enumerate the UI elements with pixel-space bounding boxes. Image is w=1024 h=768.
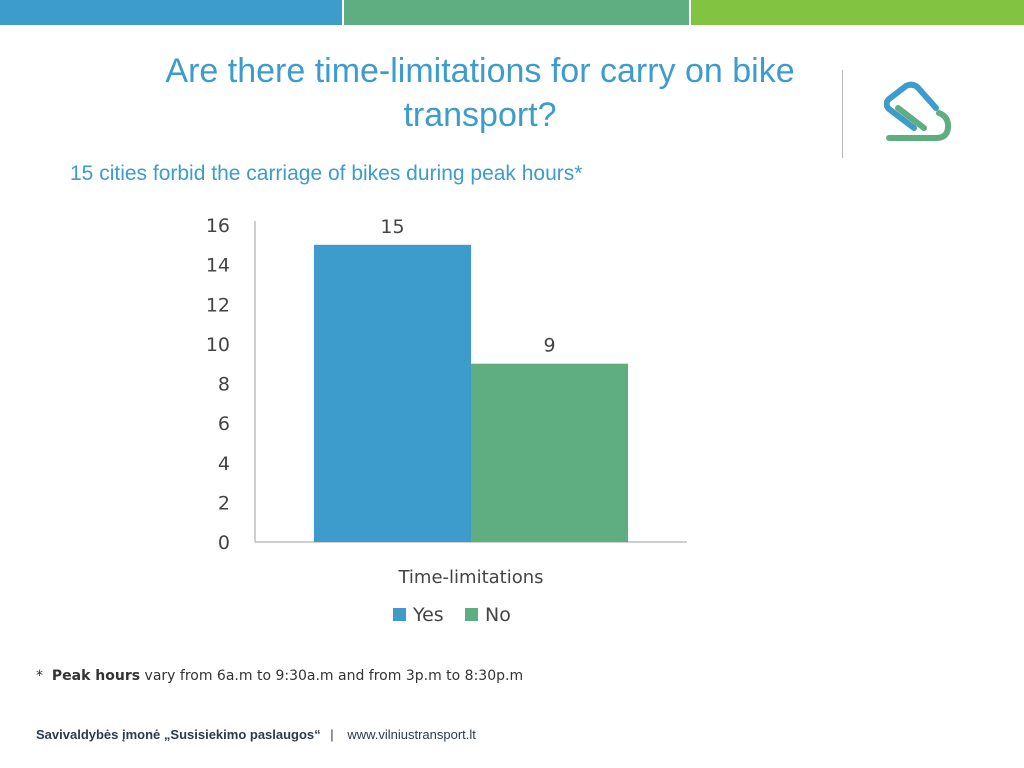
bar-no	[471, 363, 628, 542]
top-band-lime	[691, 0, 1024, 25]
legend-swatch-yes	[393, 608, 406, 621]
y-tick-label: 4	[218, 453, 230, 475]
header-divider	[842, 70, 843, 158]
y-tick-label: 2	[218, 492, 230, 514]
y-tick-label: 14	[206, 255, 230, 277]
legend-swatch-no	[465, 608, 478, 621]
slide-title: Are there time-limitations for carry on …	[165, 52, 795, 134]
data-label-no: 9	[543, 335, 555, 357]
legend-label-yes: Yes	[412, 604, 444, 626]
footer-website-link[interactable]: www.vilniustransport.lt	[347, 727, 476, 742]
y-tick-label: 6	[218, 413, 230, 435]
data-label-yes: 15	[380, 216, 404, 238]
footnote-text: vary from 6a.m to 9:30a.m and from 3p.m …	[144, 668, 524, 684]
footer-organization: Savivaldybės įmonė „Susisiekimo paslaugo…	[36, 727, 321, 742]
footnote-marker: *	[36, 668, 43, 684]
footer: Savivaldybės įmonė „Susisiekimo paslaugo…	[36, 727, 476, 742]
y-tick-label: 16	[206, 215, 230, 237]
x-category-label: Time-limitations	[397, 567, 543, 588]
y-tick-label: 10	[206, 334, 230, 356]
legend-label-no: No	[485, 604, 511, 626]
bar-yes	[314, 244, 471, 542]
footer-separator: |	[330, 727, 334, 742]
slide-subtitle: 15 cities forbid the carriage of bikes d…	[70, 162, 583, 185]
company-logo-icon	[884, 81, 952, 141]
y-tick-label: 8	[218, 374, 230, 396]
top-band-blue	[0, 0, 342, 25]
bar-chart: 0 2 4 6 8 10 12 14 16 15 9 Time-limitations Yes No	[206, 215, 687, 626]
y-tick-label: 12	[206, 294, 230, 316]
top-band-green	[344, 0, 689, 25]
footnote-term: Peak hours	[51, 668, 141, 684]
footnote: * Peak hours vary from 6a.m to 9:30a.m a…	[36, 668, 523, 684]
y-tick-label: 0	[218, 532, 230, 554]
